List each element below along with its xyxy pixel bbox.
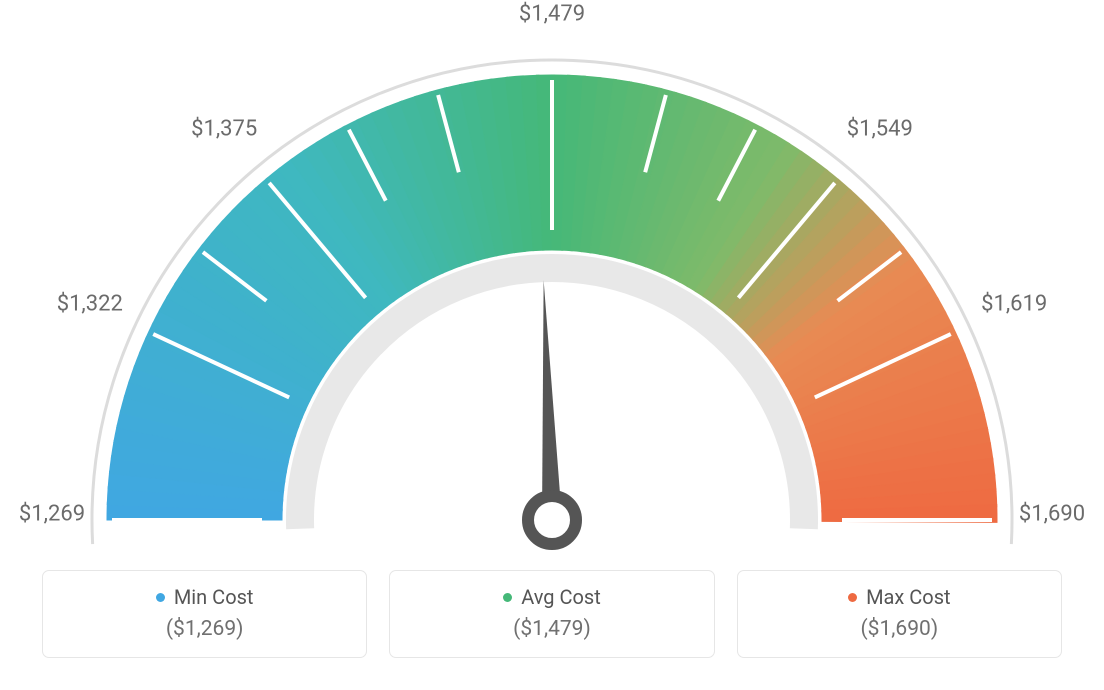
gauge-tick-label: $1,549 bbox=[847, 117, 913, 142]
legend-label-avg: Avg Cost bbox=[521, 585, 601, 609]
dot-icon-min bbox=[156, 593, 165, 602]
gauge-tick-label: $1,269 bbox=[19, 502, 85, 527]
gauge-tick-label: $1,375 bbox=[191, 117, 257, 142]
gauge-tick-label: $1,690 bbox=[1019, 502, 1085, 527]
legend-title-min: Min Cost bbox=[156, 585, 254, 609]
legend-title-max: Max Cost bbox=[848, 585, 951, 609]
legend-value-max: ($1,690) bbox=[756, 617, 1043, 641]
legend-card-avg: Avg Cost ($1,479) bbox=[389, 570, 714, 658]
legend-card-max: Max Cost ($1,690) bbox=[737, 570, 1062, 658]
legend-row: Min Cost ($1,269) Avg Cost ($1,479) Max … bbox=[30, 570, 1074, 658]
gauge-tick-label: $1,619 bbox=[981, 292, 1047, 317]
dot-icon-avg bbox=[503, 593, 512, 602]
gauge-svg bbox=[30, 20, 1074, 560]
legend-label-max: Max Cost bbox=[866, 585, 951, 609]
legend-card-min: Min Cost ($1,269) bbox=[42, 570, 367, 658]
legend-title-avg: Avg Cost bbox=[503, 585, 601, 609]
gauge-chart: $1,269$1,322$1,375$1,479$1,549$1,619$1,6… bbox=[30, 20, 1074, 560]
legend-value-avg: ($1,479) bbox=[408, 617, 695, 641]
dot-icon-max bbox=[848, 593, 857, 602]
gauge-tick-label: $1,479 bbox=[519, 2, 585, 27]
legend-label-min: Min Cost bbox=[174, 585, 254, 609]
legend-value-min: ($1,269) bbox=[61, 617, 348, 641]
gauge-tick-label: $1,322 bbox=[57, 292, 123, 317]
